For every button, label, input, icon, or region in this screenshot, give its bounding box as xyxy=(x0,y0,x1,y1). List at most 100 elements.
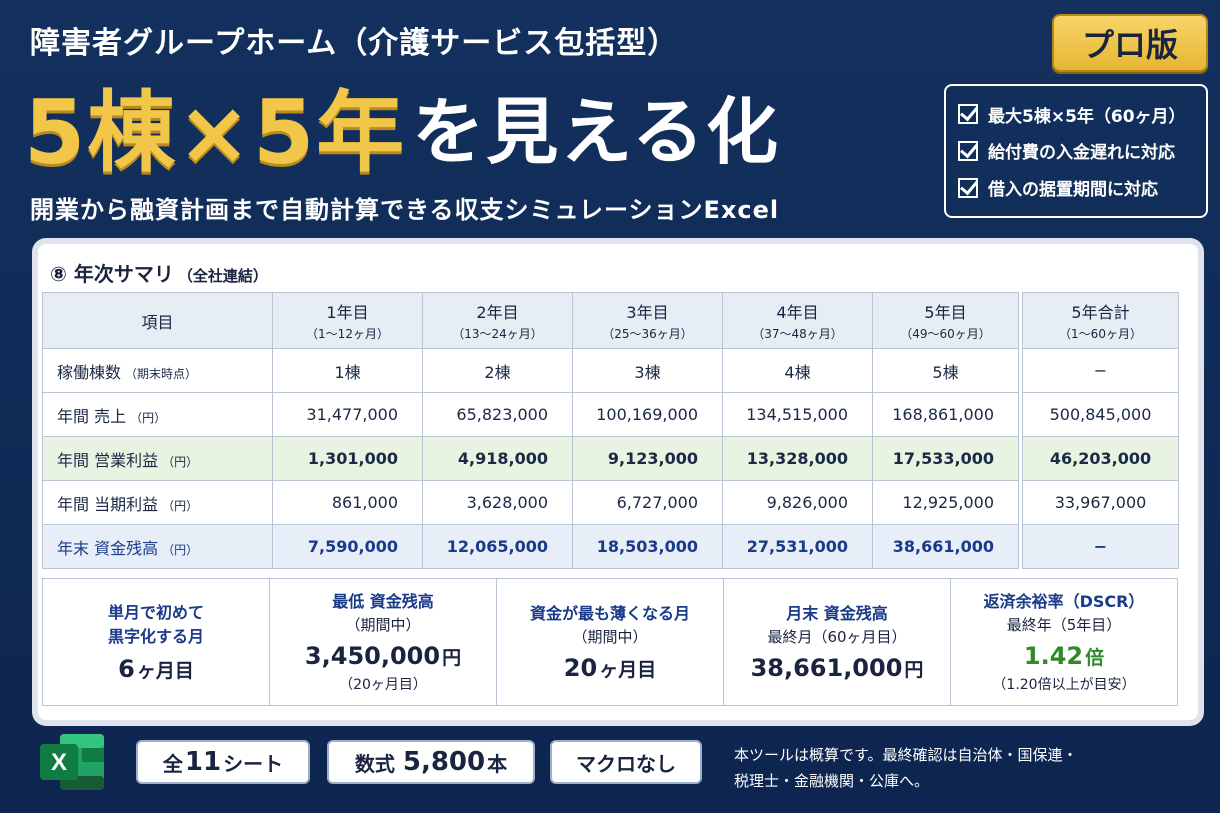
row-label-note: （期末時点） xyxy=(125,366,198,381)
total-range: （1〜60ヶ月） xyxy=(1059,327,1142,341)
kpi-number: 6 xyxy=(118,655,135,683)
table-cell: 27,531,000 xyxy=(722,524,873,569)
kpi-first-profit-month: 単月で初めて 黒字化する月 6 ヶ月目 xyxy=(43,579,270,705)
row-label-text: 稼働棟数 xyxy=(57,362,122,382)
row-label-text: 年末 資金残高 xyxy=(57,538,159,558)
table-cell: 3,628,000 xyxy=(422,480,573,525)
column-gap xyxy=(1018,392,1023,437)
table-row-operating-profit: 年間 営業利益 （円） 1,301,000 4,918,000 9,123,000… xyxy=(42,436,1179,481)
column-gap xyxy=(1018,348,1023,393)
feature-item: 借入の据置期間に対応 xyxy=(958,175,1194,200)
year-range: （25〜36ヶ月） xyxy=(602,327,693,341)
row-label-note: （円） xyxy=(130,410,167,425)
section-title-note: （全社連結） xyxy=(177,267,268,285)
table-cell: 12,065,000 xyxy=(422,524,573,569)
table-row-cash-balance: 年末 資金残高 （円） 7,590,000 12,065,000 18,503,0… xyxy=(42,524,1179,569)
year-label: 2年目 xyxy=(476,303,519,322)
table-cell: 1棟 xyxy=(272,348,423,393)
kpi-number: 1.42 xyxy=(1023,642,1084,670)
table-row-net-income: 年間 当期利益 （円） 861,000 3,628,000 6,727,000 9… xyxy=(42,480,1179,525)
chip-prefix: 数式 xyxy=(354,751,395,776)
feature-label: 借入の据置期間に対応 xyxy=(988,180,1158,201)
sheet-count-chip: 全 11 シート xyxy=(136,740,310,784)
kpi-value: 1.42 倍 xyxy=(1024,642,1104,670)
kpi-title: 資金が最も薄くなる月 xyxy=(529,604,690,623)
checkbox-icon xyxy=(958,177,978,198)
header-year-4: 4年目 （37〜48ヶ月） xyxy=(722,292,873,349)
table-cell: 9,826,000 xyxy=(722,480,873,525)
annual-summary-panel: ⑧ 年次サマリ （全社連結） 項目 1年目 （1〜12ヶ月） 2年目 （13〜24ヶ月… xyxy=(38,244,1198,720)
table-cell: 31,477,000 xyxy=(272,392,423,437)
formula-count-chip: 数式 5,800 本 xyxy=(327,740,535,784)
feature-label: 最大5棟×5年（60ヶ月） xyxy=(988,106,1186,127)
kpi-unit: 円 xyxy=(904,659,924,681)
kpi-title: 単月で初めて xyxy=(107,603,204,622)
row-label: 年間 売上 （円） xyxy=(42,392,273,437)
kpi-number: 3,450,000 xyxy=(304,642,441,670)
kpi-sub: （期間中） xyxy=(345,616,421,634)
feature-item: 最大5棟×5年（60ヶ月） xyxy=(958,102,1194,127)
table-cell: 7,590,000 xyxy=(272,524,423,569)
kpi-number: 20 xyxy=(563,654,598,682)
row-label-note: （円） xyxy=(162,542,199,557)
header-year-2: 2年目 （13〜24ヶ月） xyxy=(422,292,573,349)
row-label: 稼働棟数 （期末時点） xyxy=(42,348,273,393)
kpi-month-end-cash: 月末 資金残高 最終月（60ヶ月目） 38,661,000 円 xyxy=(724,579,951,705)
kpi-unit: ヶ月目 xyxy=(136,660,194,682)
column-gap xyxy=(1018,480,1023,525)
excel-icon: X xyxy=(40,734,104,790)
kpi-value: 38,661,000 円 xyxy=(751,654,924,682)
total-cell: 500,845,000 xyxy=(1022,392,1179,437)
kpi-thinnest-cash-month: 資金が最も薄くなる月 （期間中） 20 ヶ月目 xyxy=(497,579,724,705)
table-cell: 134,515,000 xyxy=(722,392,873,437)
excel-letter: X xyxy=(51,749,67,776)
header-subtitle: 障害者グループホーム（介護サービス包括型） xyxy=(30,26,679,61)
table-header-row: 項目 1年目 （1〜12ヶ月） 2年目 （13〜24ヶ月） 3年目 （25〜36ヶ月）… xyxy=(42,292,1179,349)
kpi-value: 3,450,000 円 xyxy=(305,642,461,670)
year-label: 1年目 xyxy=(326,303,369,322)
table-cell: 13,328,000 xyxy=(722,436,873,481)
kpi-unit: 円 xyxy=(442,647,462,669)
feature-label: 給付費の入金遅れに対応 xyxy=(988,143,1175,164)
year-range: （13〜24ヶ月） xyxy=(452,327,543,341)
total-cell: − xyxy=(1022,348,1179,393)
tagline: 開業から融資計画まで自動計算できる収支シミュレーションExcel xyxy=(30,196,780,224)
header-year-3: 3年目 （25〜36ヶ月） xyxy=(572,292,723,349)
header-year-1: 1年目 （1〜12ヶ月） xyxy=(272,292,423,349)
hero-white-text: を見える化 xyxy=(412,89,781,174)
table-row-sales: 年間 売上 （円） 31,477,000 65,823,000 100,169,0… xyxy=(42,392,1179,437)
no-macro-chip: マクロなし xyxy=(550,740,702,784)
kpi-number: 38,661,000 xyxy=(750,654,903,682)
kpi-row: 単月で初めて 黒字化する月 6 ヶ月目 最低 資金残高 （期間中） 3,450,0… xyxy=(42,578,1178,706)
kpi-title: 月末 資金残高 xyxy=(786,604,888,623)
disclaimer-line: 税理士・金融機関・公庫へ。 xyxy=(734,772,930,790)
chip-prefix: 全 xyxy=(162,751,183,776)
kpi-title: 黒字化する月 xyxy=(107,627,204,646)
table-cell: 5棟 xyxy=(872,348,1019,393)
table-cell: 9,123,000 xyxy=(572,436,723,481)
kpi-sub: 最終年（5年目） xyxy=(1006,616,1122,634)
year-range: （37〜48ヶ月） xyxy=(752,327,843,341)
kpi-unit: ヶ月目 xyxy=(599,659,657,681)
kpi-value: 20 ヶ月目 xyxy=(564,654,656,682)
disclaimer-line: 本ツールは概算です。最終確認は自治体・国保連・ xyxy=(734,746,1078,764)
chip-suffix: 本 xyxy=(487,751,508,776)
year-label: 3年目 xyxy=(626,303,669,322)
chip-number: 11 xyxy=(184,747,222,777)
table-cell: 12,925,000 xyxy=(872,480,1019,525)
hero-title: 5棟 ×5年 を見える化 xyxy=(24,70,781,184)
table-cell: 65,823,000 xyxy=(422,392,573,437)
header-total: 5年合計 （1〜60ヶ月） xyxy=(1022,292,1179,349)
section-title: ⑧ 年次サマリ （全社連結） xyxy=(50,258,268,287)
table-cell: 100,169,000 xyxy=(572,392,723,437)
kpi-min-cash-balance: 最低 資金残高 （期間中） 3,450,000 円 （20ヶ月目） xyxy=(270,579,497,705)
kpi-sub: （期間中） xyxy=(572,628,648,646)
kpi-value: 6 ヶ月目 xyxy=(118,655,194,683)
kpi-dscr: 返済余裕率（DSCR） 最終年（5年目） 1.42 倍 （1.20倍以上が目安） xyxy=(951,579,1177,705)
chip-number: 5,800 xyxy=(402,747,486,777)
row-label: 年末 資金残高 （円） xyxy=(42,524,273,569)
table-cell: 861,000 xyxy=(272,480,423,525)
hero-gold-buildings: 5棟 xyxy=(24,80,178,184)
row-label-note: （円） xyxy=(162,454,199,469)
total-cell: 46,203,000 xyxy=(1022,436,1179,481)
